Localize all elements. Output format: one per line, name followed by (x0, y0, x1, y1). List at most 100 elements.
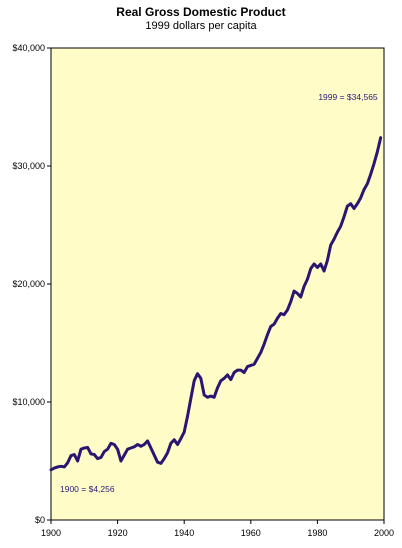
data-point (203, 394, 205, 396)
data-point (163, 457, 166, 460)
data-point (193, 379, 195, 382)
data-point (86, 446, 89, 449)
plot-area (50, 47, 385, 521)
data-point (73, 453, 76, 456)
data-point (230, 378, 232, 381)
data-point (299, 296, 302, 298)
data-point (160, 462, 162, 465)
data-point (80, 448, 82, 451)
annotation-1900: 1900 = $4,256 (60, 484, 115, 494)
data-point (256, 357, 259, 360)
data-point (323, 270, 325, 272)
data-point (273, 323, 275, 325)
data-point (216, 387, 219, 389)
data-point (196, 372, 199, 375)
data-point (143, 443, 146, 446)
data-point (296, 292, 299, 295)
data-point (263, 343, 265, 345)
data-point (243, 371, 245, 374)
y-tick-label: $30,000 (12, 161, 45, 171)
data-point (253, 363, 255, 366)
data-point (266, 333, 269, 336)
data-point (289, 300, 292, 303)
data-point (146, 440, 149, 442)
data-point (336, 231, 339, 233)
data-point (349, 202, 352, 205)
data-point (356, 202, 359, 205)
data-point (240, 369, 242, 371)
data-point (276, 317, 279, 320)
data-point (56, 466, 59, 468)
data-point (156, 461, 159, 463)
data-point (369, 173, 372, 176)
data-point (333, 238, 335, 240)
data-point (286, 309, 289, 311)
data-point (259, 351, 262, 354)
y-tick-label: $20,000 (12, 279, 45, 289)
data-point (153, 454, 156, 456)
data-point (53, 467, 56, 469)
data-point (93, 453, 96, 456)
data-point (303, 285, 305, 288)
data-point (246, 365, 249, 368)
data-point (366, 182, 369, 185)
data-point (206, 396, 209, 399)
data-point (180, 437, 182, 440)
gdp-series-line (49, 136, 383, 472)
annotation-1999: 1999 = $34,565 (318, 92, 378, 102)
data-point (359, 197, 362, 199)
data-point (116, 448, 119, 451)
data-point (126, 448, 129, 451)
data-point (279, 312, 282, 315)
data-point (373, 162, 375, 165)
data-point (90, 453, 92, 455)
data-point (103, 450, 106, 453)
data-point (376, 151, 379, 153)
x-tick-label: 1980 (307, 528, 327, 538)
data-point (339, 225, 342, 227)
data-point (226, 374, 229, 376)
chart-title: Real Gross Domestic Product (116, 5, 286, 19)
data-point (223, 377, 225, 380)
data-point (329, 244, 332, 246)
data-point (316, 266, 319, 269)
data-point (379, 136, 382, 139)
data-point (50, 468, 52, 471)
data-point (120, 460, 122, 462)
chart-subtitle: 1999 dollars per capita (145, 20, 257, 32)
data-point (130, 447, 132, 449)
data-point (176, 443, 179, 446)
data-point (283, 313, 285, 316)
data-point (346, 205, 349, 207)
data-point (363, 188, 365, 191)
data-point (150, 447, 152, 449)
y-tick-label: $0 (35, 515, 45, 525)
data-point (233, 371, 235, 374)
data-point (183, 431, 185, 433)
x-tick-label: 1900 (41, 528, 61, 538)
data-point (110, 442, 112, 445)
data-point (293, 290, 295, 292)
y-tick-label: $40,000 (12, 43, 45, 53)
data-point (123, 454, 126, 456)
y-tick-label: $10,000 (12, 397, 45, 407)
data-point (306, 278, 309, 281)
data-point (186, 415, 189, 417)
data-point (83, 447, 86, 449)
data-point (63, 466, 66, 468)
data-point (70, 454, 72, 457)
data-point (343, 215, 345, 218)
data-point (269, 325, 272, 328)
data-point (250, 364, 252, 367)
data-point (140, 445, 142, 448)
data-point (106, 448, 109, 451)
x-tick-label: 2000 (374, 528, 394, 538)
data-point (326, 259, 329, 262)
data-point (220, 379, 222, 382)
data-point (76, 460, 79, 462)
data-point (210, 395, 212, 397)
data-point (113, 443, 116, 446)
data-point (166, 451, 169, 454)
x-tick-label: 1940 (174, 528, 194, 538)
